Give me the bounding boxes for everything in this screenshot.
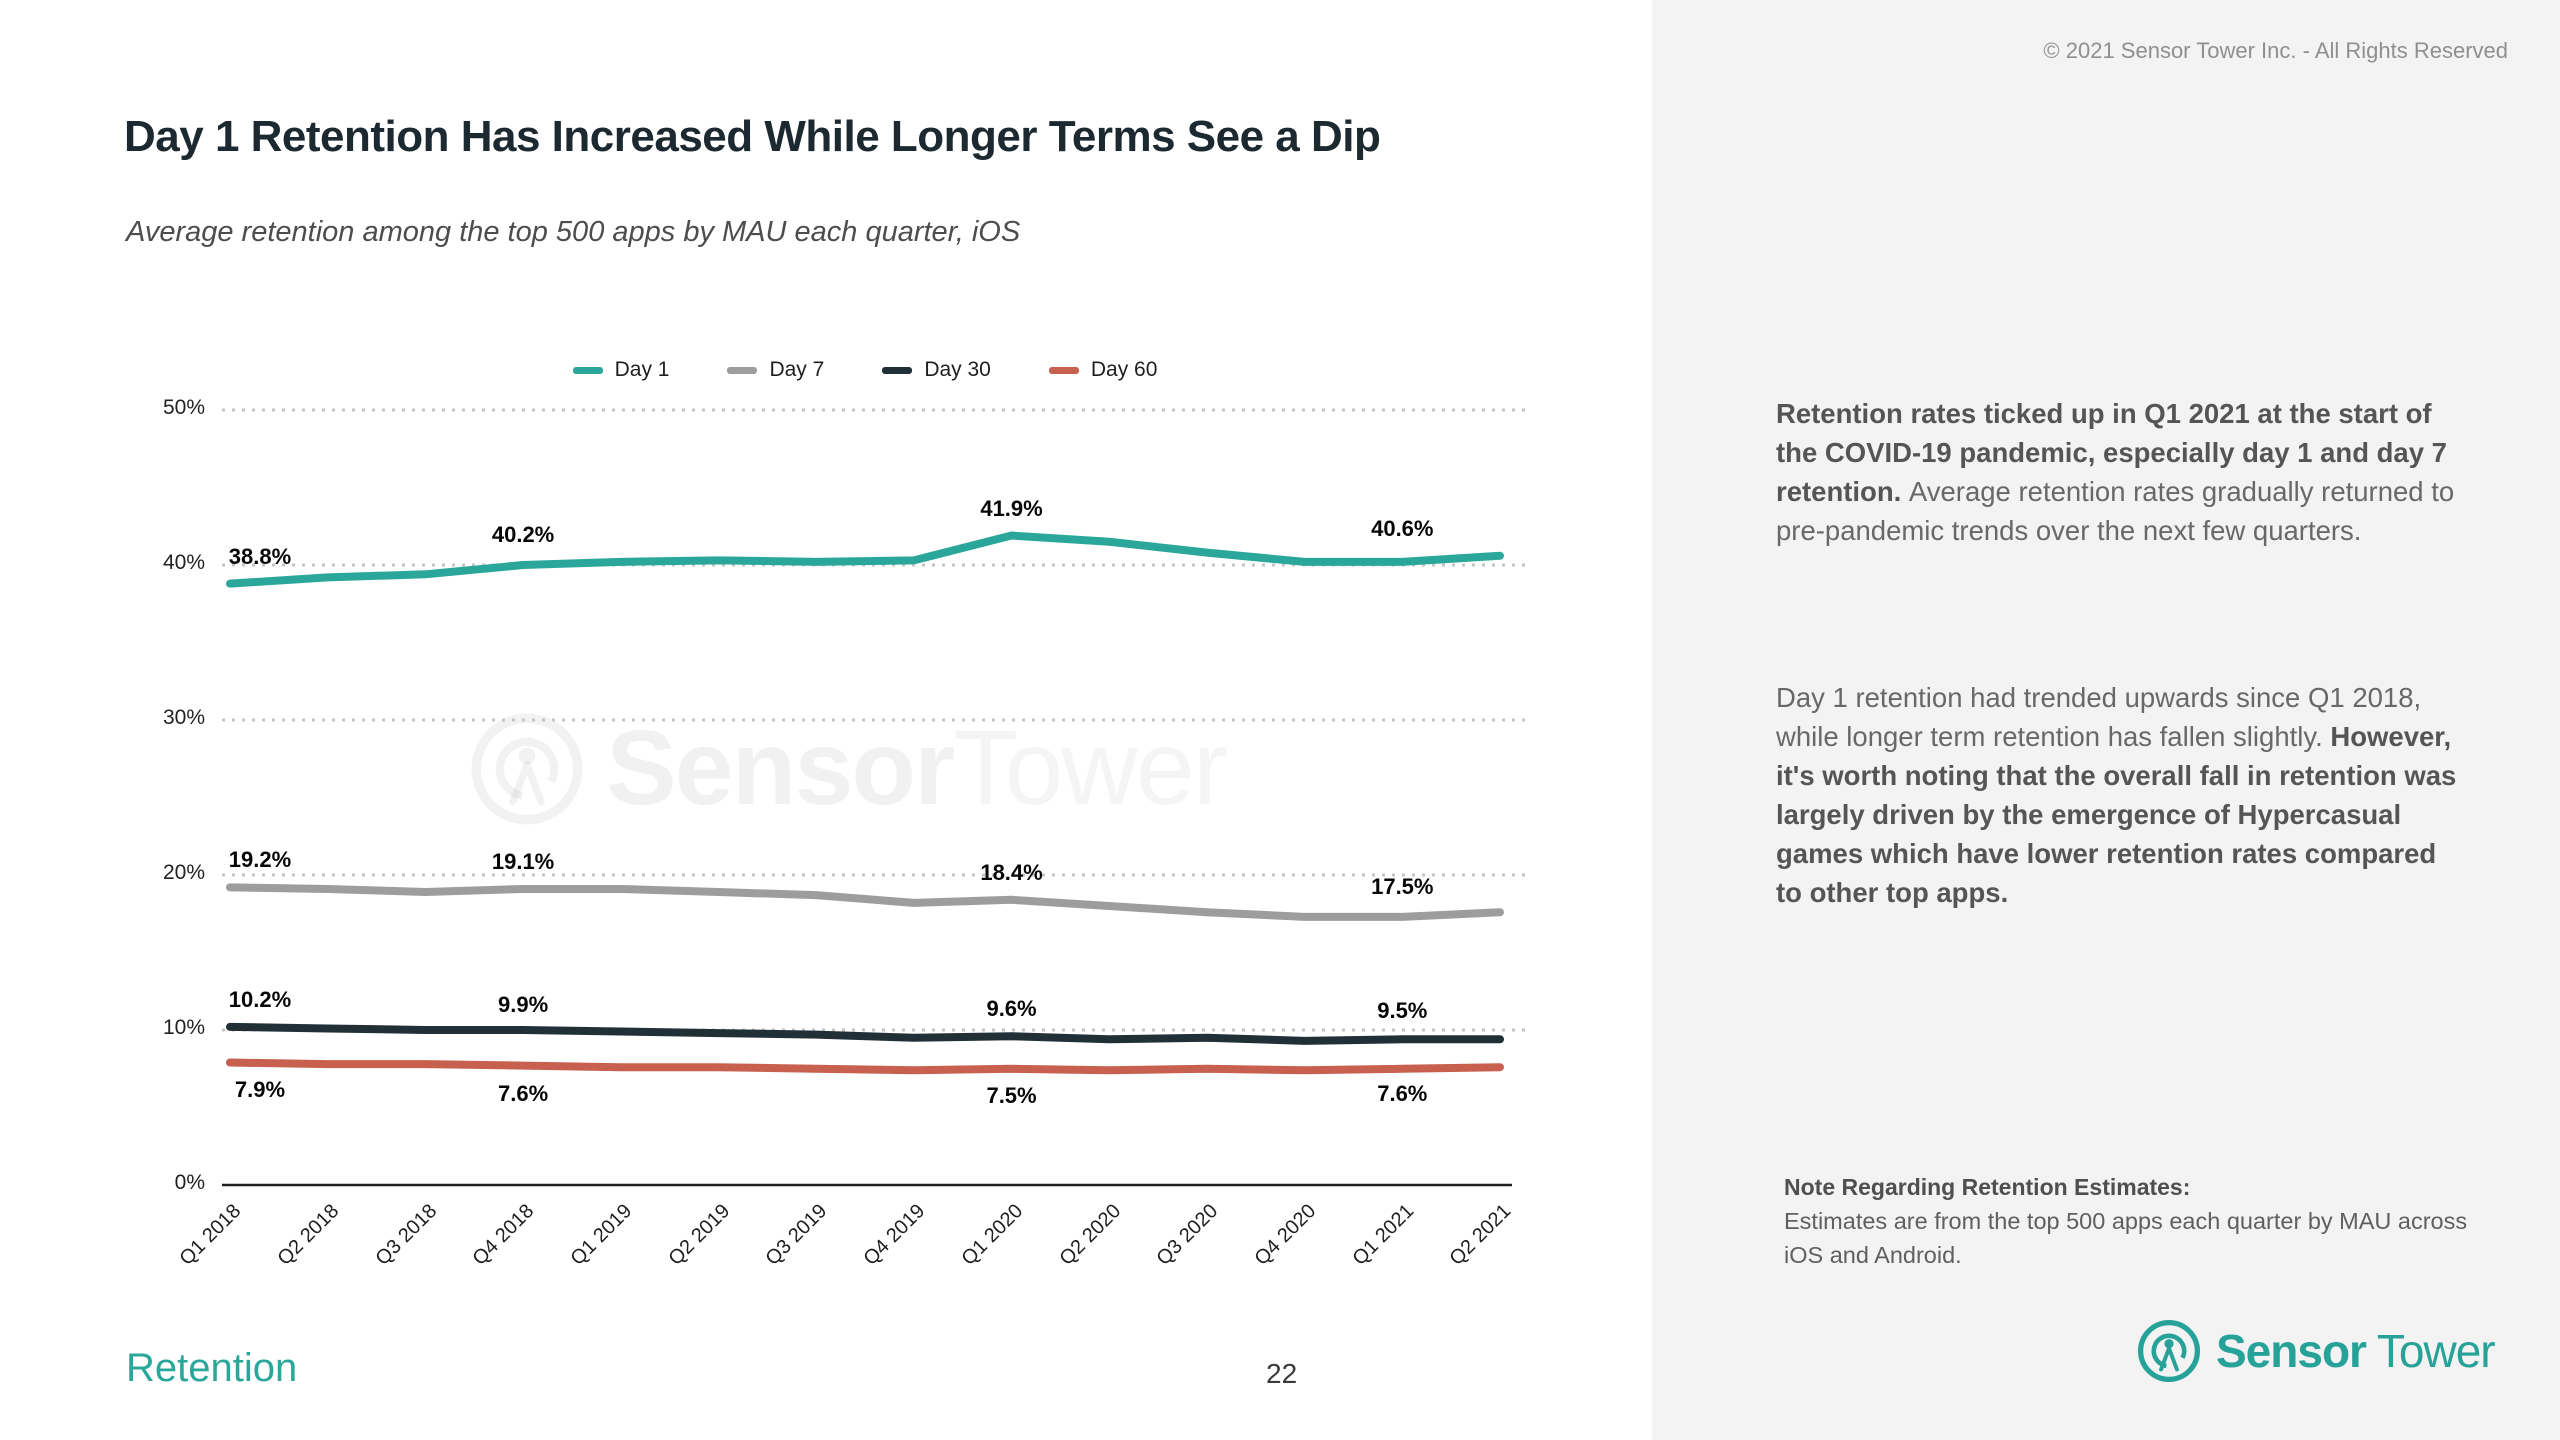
sensor-tower-watermark-icon	[471, 713, 583, 824]
legend-swatch	[1048, 366, 1079, 374]
page-subtitle: Average retention among the top 500 apps…	[126, 216, 1021, 248]
y-tick-label: 10%	[162, 1016, 205, 1039]
legend-label: Day 30	[924, 358, 991, 381]
data-label-day-30: 9.9%	[497, 991, 549, 1017]
insight-paragraph-1: Retention rates ticked up in Q1 2021 at …	[1776, 394, 2466, 550]
data-label-day-1: 40.6%	[1371, 515, 1434, 541]
y-tick-label: 0%	[174, 1171, 205, 1194]
text-segment-bold: However, it's worth noting that the over…	[1776, 720, 2457, 908]
series-line-day-30	[226, 1022, 1504, 1045]
logo-tower: Tower	[2376, 1325, 2496, 1377]
data-label-day-60: 7.9%	[234, 1076, 286, 1102]
text-segment-bold: Retention rates ticked up in Q1 2021 at …	[1776, 397, 2447, 507]
data-label-day-30: 9.6%	[986, 996, 1037, 1022]
legend-swatch	[572, 366, 603, 374]
legend-item-day-7: Day 7	[727, 358, 824, 382]
logo-sensor: Sensor	[2216, 1325, 2367, 1377]
insight-paragraph-2: Day 1 retention had trended upwards sinc…	[1776, 678, 2466, 912]
data-label-day-7: 19.1%	[491, 848, 555, 874]
legend-label: Day 60	[1090, 358, 1158, 381]
data-label-day-60: 7.6%	[1377, 1081, 1428, 1107]
page-title: Day 1 Retention Has Increased While Long…	[124, 112, 1381, 161]
series-line-day-7	[226, 883, 1504, 921]
data-label-day-1: 40.2%	[491, 521, 555, 547]
data-label-day-60: 7.6%	[497, 1081, 549, 1107]
footer-section-label: Retention	[126, 1346, 298, 1390]
legend-swatch	[882, 366, 913, 374]
series-line-day-1	[226, 531, 1504, 588]
chart-plot-svg	[222, 408, 1530, 1187]
data-label-day-30: 9.5%	[1377, 997, 1428, 1023]
y-tick-label: 30%	[162, 706, 205, 729]
legend-label: Day 7	[769, 358, 825, 381]
copyright-text: © 2021 Sensor Tower Inc. - All Rights Re…	[2043, 38, 2508, 63]
data-label-day-7: 19.2%	[228, 847, 292, 873]
legend-item-day-60: Day 60	[1048, 358, 1158, 382]
right-panel: © 2021 Sensor Tower Inc. - All Rights Re…	[1652, 0, 2560, 1440]
legend-item-day-1: Day 1	[572, 358, 670, 382]
data-label-day-30: 10.2%	[228, 986, 292, 1012]
y-tick-label: 40%	[162, 551, 205, 574]
data-label-day-60: 7.5%	[986, 1082, 1037, 1108]
logo-wordmark: Sensor Tower	[2216, 1324, 2496, 1378]
note-heading: Note Regarding Retention Estimates:	[1784, 1174, 2191, 1200]
text-segment: Day 1 retention had trended upwards sinc…	[1776, 681, 2422, 752]
data-label-day-7: 17.5%	[1371, 873, 1434, 899]
y-tick-label: 50%	[162, 396, 205, 419]
sensor-tower-logo: Sensor Tower	[2136, 1318, 2496, 1384]
watermark-sensor: Sensor	[606, 709, 955, 827]
note-block: Note Regarding Retention Estimates: Esti…	[1784, 1170, 2484, 1272]
y-tick-label: 20%	[162, 861, 205, 884]
legend-item-day-30: Day 30	[882, 358, 991, 382]
legend-swatch	[727, 366, 758, 374]
note-body: Estimates are from the top 500 apps each…	[1784, 1208, 2468, 1268]
data-label-day-7: 18.4%	[980, 859, 1043, 885]
series-line-day-60	[226, 1058, 1504, 1075]
chart-legend: Day 1 Day 7 Day 30 Day 60	[230, 358, 1500, 382]
legend-label: Day 1	[614, 358, 670, 381]
sensor-tower-logo-icon	[2137, 1319, 2201, 1383]
text-segment: Average retention rates gradually return…	[1776, 475, 2455, 546]
watermark-tower: Tower	[953, 709, 1228, 827]
data-label-day-1: 38.8%	[228, 543, 292, 569]
data-label-day-1: 41.9%	[980, 495, 1043, 521]
page-number: 22	[1266, 1358, 1298, 1389]
